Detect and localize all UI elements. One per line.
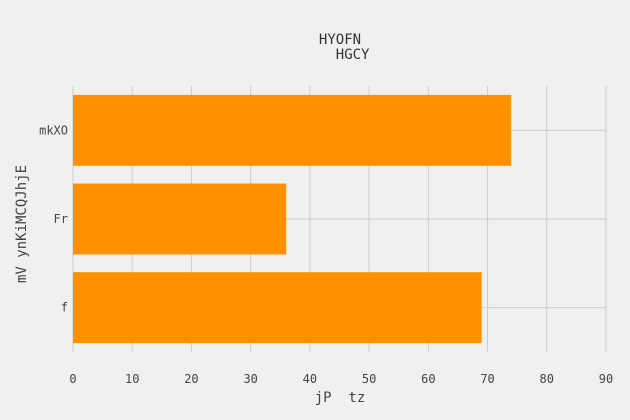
bar-Fr (73, 183, 287, 255)
chart-title-line-2: HGCY (310, 47, 370, 63)
y-tick-label: Fr (54, 212, 68, 226)
y-axis-label: mV ynKiMCQJhjE (14, 165, 30, 283)
x-tick-label: 90 (599, 372, 613, 386)
x-tick-label: 30 (243, 372, 257, 386)
y-tick-labels: f Fr mkXO (39, 123, 68, 314)
x-tick-label: 40 (303, 372, 317, 386)
x-tick-label: 10 (125, 372, 139, 386)
x-tick-labels: 0 10 20 30 40 50 60 70 80 90 (69, 372, 613, 386)
x-tick-label: 50 (362, 372, 376, 386)
bar-f (73, 272, 482, 344)
x-tick-label: 60 (421, 372, 435, 386)
y-tick-label: f (61, 301, 68, 315)
bar-layer (73, 94, 512, 344)
x-tick-label: 70 (480, 372, 494, 386)
bar-mkXO (73, 94, 512, 166)
y-tick-label: mkXO (39, 123, 68, 137)
x-tick-label: 80 (540, 372, 554, 386)
x-tick-label: 20 (184, 372, 198, 386)
x-axis-label: jP tz (315, 390, 366, 406)
chart-title-line-1: HYOFN (319, 32, 361, 48)
x-tick-label: 0 (69, 372, 76, 386)
